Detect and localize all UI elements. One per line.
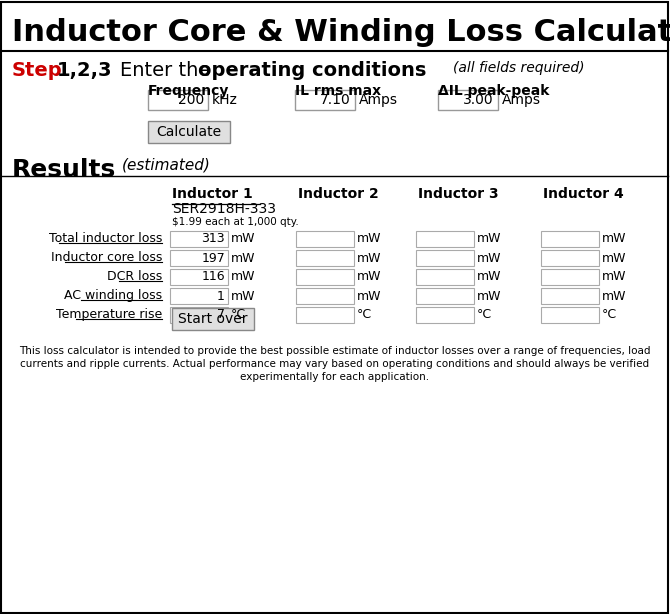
Text: operating conditions: operating conditions xyxy=(198,61,426,80)
Text: Calculate: Calculate xyxy=(156,125,222,139)
Text: DCR loss: DCR loss xyxy=(107,270,162,283)
Bar xyxy=(296,231,354,247)
Text: Inductor core loss: Inductor core loss xyxy=(51,251,162,264)
Text: ΔIL peak-peak: ΔIL peak-peak xyxy=(438,84,549,98)
Text: SER2918H-333: SER2918H-333 xyxy=(172,202,276,216)
Bar xyxy=(541,307,599,323)
Text: Amps: Amps xyxy=(359,93,398,107)
Text: IL rms max: IL rms max xyxy=(295,84,381,98)
Text: Temperature rise: Temperature rise xyxy=(56,308,162,321)
Text: 197: 197 xyxy=(201,252,225,265)
Text: Frequency: Frequency xyxy=(148,84,229,98)
Text: Inductor 2: Inductor 2 xyxy=(298,187,379,201)
Text: $1.99 each at 1,000 qty.: $1.99 each at 1,000 qty. xyxy=(172,217,299,227)
Bar xyxy=(416,269,474,285)
Bar xyxy=(416,307,474,323)
Text: Inductor 4: Inductor 4 xyxy=(543,187,624,201)
Text: mW: mW xyxy=(231,233,255,246)
Text: kHz: kHz xyxy=(212,93,238,107)
Text: Step: Step xyxy=(12,61,62,80)
Text: mW: mW xyxy=(477,252,502,265)
Bar xyxy=(170,250,228,266)
Bar xyxy=(541,231,599,247)
Text: mW: mW xyxy=(231,289,255,303)
Bar xyxy=(416,250,474,266)
Text: Amps: Amps xyxy=(502,93,541,107)
Bar xyxy=(541,250,599,266)
Text: experimentally for each application.: experimentally for each application. xyxy=(241,372,429,382)
Text: °C: °C xyxy=(602,308,617,322)
Bar xyxy=(296,288,354,304)
Text: Inductor Core & Winding Loss Calculator: Inductor Core & Winding Loss Calculator xyxy=(12,18,670,47)
Bar xyxy=(296,307,354,323)
Text: mW: mW xyxy=(231,252,255,265)
Bar xyxy=(148,121,230,143)
Text: mW: mW xyxy=(231,271,255,284)
Text: mW: mW xyxy=(357,252,381,265)
Text: This loss calculator is intended to provide the best possible estimate of induct: This loss calculator is intended to prov… xyxy=(19,346,651,356)
Bar xyxy=(416,231,474,247)
Text: mW: mW xyxy=(357,289,381,303)
Text: Inductor 3: Inductor 3 xyxy=(418,187,498,201)
Text: 1: 1 xyxy=(217,289,225,303)
Bar xyxy=(170,288,228,304)
Bar xyxy=(170,269,228,285)
Bar xyxy=(295,90,355,110)
Text: AC winding loss: AC winding loss xyxy=(64,289,162,302)
Text: Enter the: Enter the xyxy=(120,61,216,80)
Bar xyxy=(416,288,474,304)
Text: mW: mW xyxy=(602,289,626,303)
Text: 7.10: 7.10 xyxy=(320,93,351,107)
Text: Inductor 1: Inductor 1 xyxy=(172,187,253,201)
Bar xyxy=(172,308,254,330)
Text: mW: mW xyxy=(357,271,381,284)
Text: 3.00: 3.00 xyxy=(464,93,494,107)
Text: °C: °C xyxy=(231,308,246,322)
Bar xyxy=(170,307,228,323)
Text: currents and ripple currents. Actual performance may vary based on operating con: currents and ripple currents. Actual per… xyxy=(21,359,649,369)
Text: (all fields required): (all fields required) xyxy=(453,61,584,75)
Bar xyxy=(296,250,354,266)
Text: 1,2,3: 1,2,3 xyxy=(57,61,113,80)
Text: °C: °C xyxy=(357,308,372,322)
Text: mW: mW xyxy=(357,233,381,246)
Bar xyxy=(438,90,498,110)
Text: Total inductor loss: Total inductor loss xyxy=(49,232,162,245)
Text: °C: °C xyxy=(477,308,492,322)
Text: mW: mW xyxy=(602,271,626,284)
Text: 313: 313 xyxy=(202,233,225,246)
Text: mW: mW xyxy=(477,271,502,284)
Bar xyxy=(541,288,599,304)
Text: 7: 7 xyxy=(217,308,225,322)
Bar xyxy=(170,231,228,247)
Bar xyxy=(148,90,208,110)
Text: mW: mW xyxy=(477,289,502,303)
Text: 200: 200 xyxy=(178,93,204,107)
Text: mW: mW xyxy=(477,233,502,246)
Text: mW: mW xyxy=(602,233,626,246)
Text: 116: 116 xyxy=(202,271,225,284)
Bar xyxy=(296,269,354,285)
Text: Start over: Start over xyxy=(178,312,248,326)
Text: Results: Results xyxy=(12,158,117,182)
Bar xyxy=(541,269,599,285)
Text: (estimated): (estimated) xyxy=(122,157,211,172)
Text: mW: mW xyxy=(602,252,626,265)
